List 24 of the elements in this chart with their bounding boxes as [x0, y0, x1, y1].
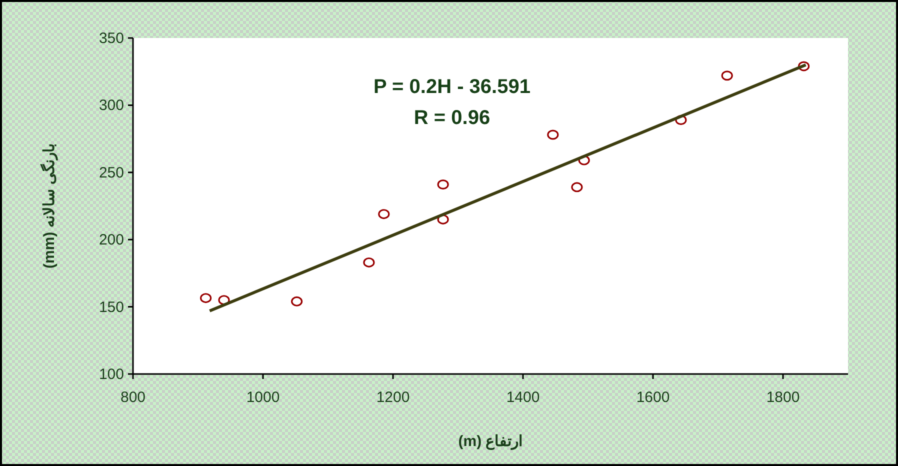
- y-tick-label: 350: [98, 30, 124, 47]
- x-tick-label: 1600: [636, 389, 670, 406]
- y-tick-label: 100: [98, 366, 124, 383]
- x-tick-label: 800: [120, 389, 146, 406]
- x-tick-label: 1800: [766, 389, 800, 406]
- y-tick-label: 300: [98, 97, 124, 114]
- y-tick-label: 250: [98, 164, 124, 182]
- annotation: P = 0.2H - 36.591: [374, 76, 530, 98]
- point: [200, 293, 212, 304]
- point: [571, 182, 583, 192]
- point: [363, 257, 375, 268]
- point: [378, 209, 390, 220]
- point: [721, 70, 733, 81]
- point: [437, 179, 449, 190]
- y-axis-title: بارنگی سالانه (mm): [40, 143, 58, 269]
- x-tick-label: 1400: [506, 389, 540, 406]
- point: [547, 130, 559, 140]
- y-tick-label: 150: [98, 298, 124, 316]
- point: [291, 296, 303, 306]
- x-tick-label: 1200: [376, 389, 410, 406]
- x-axis-title: ارتفاع (m): [458, 433, 523, 450]
- y-tick-label: 200: [98, 232, 124, 249]
- x-tick-label: 1000: [246, 389, 280, 406]
- annotation: R = 0.96: [414, 107, 490, 129]
